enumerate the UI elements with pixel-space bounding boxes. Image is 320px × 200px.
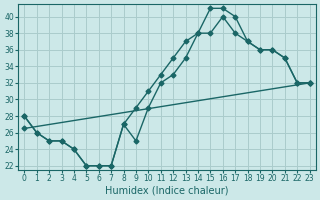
X-axis label: Humidex (Indice chaleur): Humidex (Indice chaleur) <box>105 186 229 196</box>
